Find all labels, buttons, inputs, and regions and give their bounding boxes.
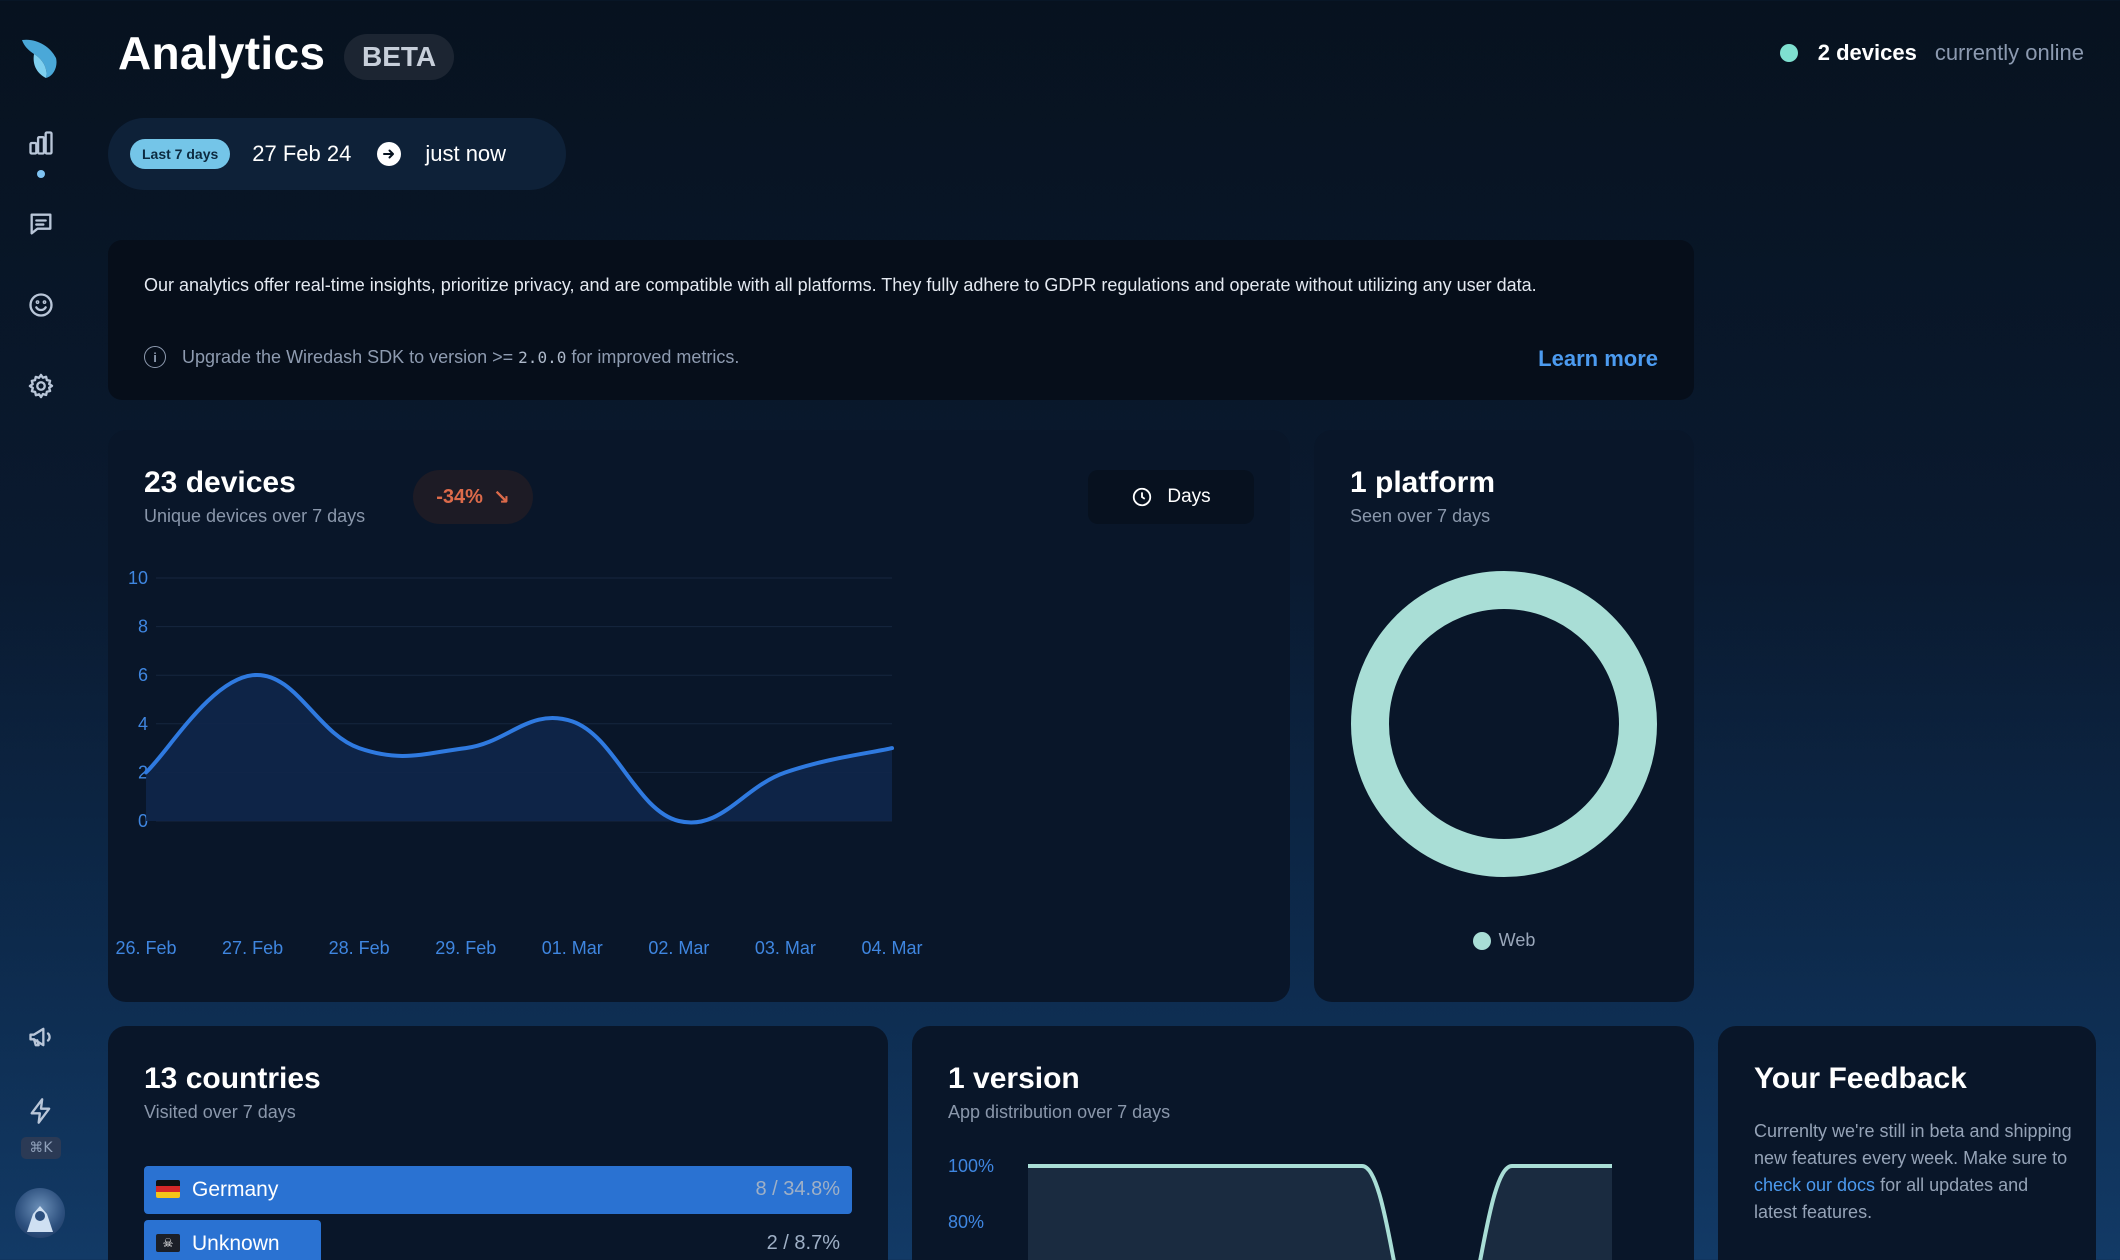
note-prefix: Upgrade the Wiredash SDK to version >= (182, 346, 514, 367)
devices-subtitle: Unique devices over 7 days (144, 506, 366, 526)
legend-swatch (1472, 931, 1491, 950)
beta-badge: BETA (344, 34, 455, 80)
y-tick-label: 80% (948, 1212, 984, 1232)
online-dot (1779, 44, 1798, 62)
devices-card: 23 devices Unique devices over 7 days -3… (108, 430, 1290, 1002)
gear-icon (28, 373, 54, 399)
sidebar-item-feedback[interactable] (22, 205, 60, 243)
series-line (144, 673, 894, 825)
range-from: 27 Feb 24 (252, 141, 352, 166)
shortcut-hint: ⌘K (21, 1137, 61, 1159)
country-share-bar (144, 1166, 852, 1214)
sidebar: ⌘K (0, 0, 82, 1260)
trend-badge: -34% ↘ (413, 470, 533, 524)
smiley-icon (29, 293, 53, 317)
legend-label: Web (1498, 930, 1536, 950)
feedback-text: Currenlty we're still in beta and shippi… (1754, 1118, 2074, 1226)
donut-slice (1351, 571, 1657, 877)
info-banner: Our analytics offer real-time insights, … (108, 240, 1694, 400)
sidebar-item-settings[interactable] (22, 367, 60, 405)
germany-flag-icon (156, 1180, 180, 1198)
country-value: 8 / 34.8% (755, 1178, 840, 1200)
version-series-line (1028, 1164, 1612, 1260)
range-preset-badge[interactable]: Last 7 days (130, 139, 231, 169)
x-tick-label: 02. Mar (648, 938, 709, 958)
countries-card: 13 countries Visited over 7 days Germany… (108, 1026, 888, 1260)
version-title: 1 version (948, 1062, 1080, 1095)
page-title: Analytics (118, 27, 326, 79)
country-row-germany[interactable]: Germany 8 / 34.8% (144, 1166, 852, 1214)
feedback-text-before: Currenlty we're still in beta and shippi… (1754, 1121, 2072, 1168)
platform-legend: Web (1314, 930, 1694, 951)
x-tick-label: 03. Mar (755, 938, 816, 958)
date-range-picker[interactable]: Last 7 days 27 Feb 24 just now (108, 118, 566, 190)
devices-title: 23 devices (144, 466, 296, 499)
y-tick-label: 4 (138, 714, 148, 734)
arrow-right-icon (377, 142, 402, 166)
note-suffix: for improved metrics. (571, 346, 740, 367)
platform-title: 1 platform (1350, 466, 1496, 499)
range-to: just now (425, 141, 507, 166)
learn-more-link[interactable]: Learn more (1538, 346, 1658, 371)
docs-link[interactable]: check our docs (1754, 1175, 1876, 1195)
y-tick-label: 100% (948, 1156, 994, 1176)
message-icon (30, 213, 52, 235)
version-area-fill (1028, 1166, 1612, 1260)
version-subtitle: App distribution over 7 days (948, 1102, 1171, 1122)
online-status: 2 devices currently online (1779, 40, 2084, 66)
x-tick-label: 28. Feb (329, 938, 390, 958)
avatar[interactable] (15, 1188, 65, 1238)
sidebar-item-quick-actions[interactable] (22, 1092, 60, 1130)
sidebar-item-announcements[interactable] (22, 1018, 60, 1056)
y-tick-label: 10 (128, 568, 148, 588)
x-tick-label: 01. Mar (542, 938, 603, 958)
x-tick-label: 26. Feb (115, 938, 176, 958)
online-count: 2 devices (1817, 40, 1917, 65)
y-tick-label: 0 (138, 811, 148, 831)
country-row-unknown[interactable]: ☠ Unknown 2 / 8.7% (144, 1220, 852, 1260)
country-value: 2 / 8.7% (766, 1232, 840, 1254)
line-area-fill (146, 674, 892, 823)
granularity-button[interactable]: Days (1088, 470, 1254, 524)
pirate-flag-icon: ☠ (156, 1234, 180, 1252)
feedback-card: Your Feedback Currenlty we're still in b… (1718, 1026, 2096, 1260)
sidebar-item-ratings[interactable] (22, 286, 60, 324)
trend-down-icon: ↘ (492, 486, 510, 509)
y-tick-label: 6 (138, 665, 148, 685)
country-name: Germany (192, 1178, 279, 1201)
sidebar-item-analytics[interactable] (22, 124, 60, 162)
active-indicator (37, 170, 45, 178)
trend-value: -34% (436, 485, 483, 508)
platform-card: 1 platform Seen over 7 days Web (1314, 430, 1694, 1002)
logo-icon[interactable] (18, 32, 62, 80)
info-icon: i (144, 346, 166, 368)
online-suffix: currently online (1934, 40, 2084, 65)
platform-donut-chart (1351, 571, 1657, 877)
megaphone-icon (29, 1027, 51, 1047)
bolt-icon (30, 1098, 51, 1124)
feedback-title: Your Feedback (1754, 1062, 1967, 1095)
countries-subtitle: Visited over 7 days (144, 1102, 296, 1122)
feedback-text-after: for all updates and latest features. (1754, 1175, 2029, 1222)
countries-title: 13 countries (144, 1062, 321, 1095)
x-tick-label: 27. Feb (222, 938, 283, 958)
y-tick-label: 2 (138, 762, 148, 782)
x-tick-label: 29. Feb (435, 938, 496, 958)
avatar-image (27, 1206, 53, 1232)
y-tick-label: 8 (138, 617, 148, 637)
note-version: 2.0.0 (518, 347, 567, 367)
granularity-label: Days (1167, 486, 1211, 507)
bar-chart-icon (29, 131, 53, 155)
clock-icon (1133, 487, 1152, 507)
x-tick-label: 04. Mar (861, 938, 922, 958)
version-card: 1 version App distribution over 7 days 1… (912, 1026, 1694, 1260)
devices-line-chart: 0 2 4 6 8 10 26. Feb 27. Feb 28. Feb 29. Feb 01. M… (115, 568, 922, 958)
info-text: Our analytics offer real-time insights, … (144, 275, 1537, 295)
version-area-chart: 100% 80% (948, 1156, 1612, 1260)
sdk-upgrade-note: i Upgrade the Wiredash SDK to version >=… (144, 346, 739, 368)
country-name: Unknown (192, 1232, 280, 1255)
platform-subtitle: Seen over 7 days (1350, 506, 1491, 526)
